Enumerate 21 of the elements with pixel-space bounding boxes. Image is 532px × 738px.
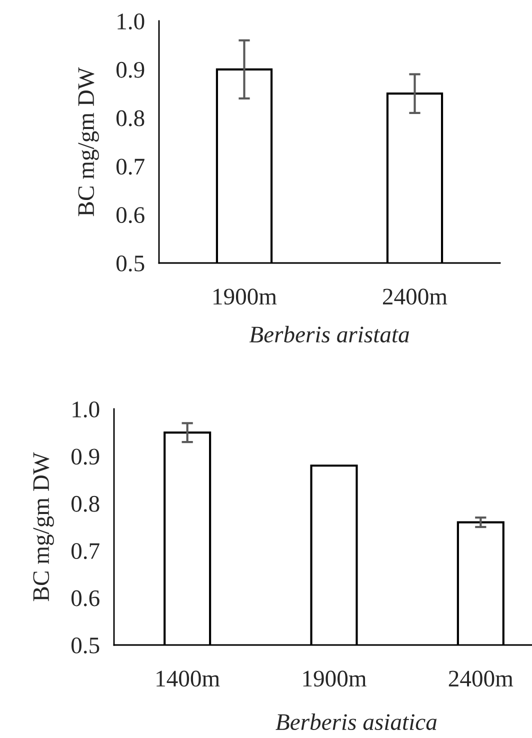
x-tick-label: 2400m [382,288,448,305]
x-axis-title: Berberis asiatica [276,713,437,730]
y-tick-label: 1.0 [118,13,144,30]
y-axis-title: BC mg/gm DW [78,67,99,216]
y-tick-label: 0.9 [116,62,144,78]
x-axis-title: Berberis aristata [249,326,409,343]
x-tick-label: 2400m [448,670,514,687]
x-tick-label: 1900m [214,288,277,305]
y-tick-label: 0.8 [116,110,144,126]
y-tick-label: 0.7 [116,158,144,175]
y-tick-label: 0.9 [71,448,100,465]
y-tick-label: 1.0 [72,401,100,418]
y-tick-label: 0.6 [71,590,100,606]
y-tick-label: 0.6 [116,207,144,224]
y-tick-label: 0.7 [71,543,100,560]
x-tick-label: 1900m [303,670,366,687]
x-tick-label: 1400m [156,670,220,687]
y-tick-label: 0.5 [116,255,144,272]
y-tick-label: 0.5 [71,637,100,654]
y-tick-label: 0.8 [71,496,100,512]
y-axis-title: BC mg/gm DW [33,452,54,602]
